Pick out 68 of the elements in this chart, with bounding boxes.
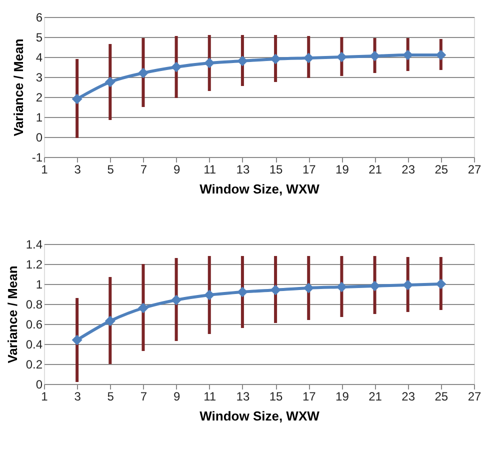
x-tick-label: 9 (173, 390, 180, 404)
x-tick-label: 3 (74, 390, 82, 404)
y-tick-label: 1.4 (26, 238, 43, 252)
y-tick-label: 1 (36, 278, 43, 292)
x-tick-label: 25 (434, 162, 448, 176)
x-axis-title: Window Size, WXW (200, 182, 320, 196)
x-tick-label: 19 (336, 162, 350, 176)
y-tick-label: 0 (36, 378, 43, 392)
x-tick-label: 11 (204, 390, 216, 404)
x-tick-label: 7 (140, 390, 148, 404)
point (336, 52, 347, 62)
x-tick-label: 23 (402, 162, 416, 176)
y-tick-label: 1.2 (26, 258, 43, 272)
y-tick-label: 0.6 (26, 318, 43, 332)
y-tick-label: 0.2 (26, 358, 43, 372)
x-tick-label: 5 (107, 162, 114, 176)
point (370, 280, 380, 292)
x-tick-label: 17 (302, 390, 316, 404)
x-tick-label: 17 (302, 162, 316, 176)
point (402, 280, 414, 290)
point (270, 284, 281, 296)
y-tick-label: 3 (36, 70, 43, 84)
x-tick-label: 19 (336, 390, 350, 404)
point (303, 52, 314, 64)
x-tick-label: 15 (269, 390, 284, 404)
y-tick-label: 4 (36, 50, 43, 64)
x-tick-label: 21 (368, 162, 382, 176)
x-tick-label: 13 (236, 162, 250, 176)
point (138, 302, 148, 314)
x-tick-label: 27 (468, 162, 482, 176)
y-tick-label: 5 (36, 30, 43, 44)
point (72, 94, 82, 104)
x-tick-label: 21 (368, 390, 382, 404)
x-tick-label: 15 (269, 162, 284, 176)
y-tick-label: 0.8 (26, 298, 43, 312)
point (204, 290, 215, 300)
x-tick-label: 5 (107, 390, 114, 404)
point (336, 282, 347, 292)
y-tick-label: 1 (36, 110, 43, 124)
y-tick-label: 0.4 (26, 338, 43, 352)
y-tick-label: 0 (36, 130, 43, 144)
point (436, 278, 446, 290)
x-tick-label: 23 (402, 390, 416, 404)
point (204, 58, 215, 68)
x-tick-label: 11 (204, 162, 216, 176)
x-tick-label: 7 (140, 162, 148, 176)
point (237, 56, 248, 66)
point (436, 50, 446, 60)
x-tick-label: 3 (74, 162, 82, 176)
y-axis-title: Variance / Mean (4, 266, 20, 364)
x-tick-label: 9 (173, 162, 180, 176)
point (104, 316, 116, 326)
y-axis-title: Variance / Mean (10, 38, 26, 136)
x-tick-label: 27 (468, 390, 482, 404)
x-axis-title: Window Size, WXW (200, 408, 320, 424)
y-tick-label: -1 (32, 150, 43, 164)
point (237, 286, 248, 298)
point (104, 76, 116, 88)
point (303, 282, 314, 294)
x-tick-label: 13 (236, 390, 250, 404)
point (138, 68, 148, 78)
point (171, 294, 182, 306)
point (171, 62, 182, 72)
point (270, 54, 281, 64)
point (72, 334, 82, 346)
y-tick-label: 2 (36, 90, 43, 104)
y-tick-label: 6 (36, 10, 43, 24)
x-tick-label: 25 (434, 390, 448, 404)
